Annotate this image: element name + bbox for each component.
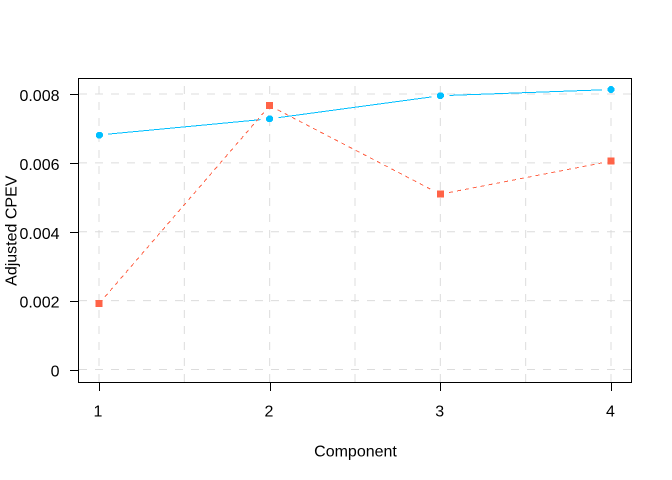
svg-text:Adjusted CPEV: Adjusted CPEV [4,175,21,286]
svg-text:0.002: 0.002 [19,295,59,312]
svg-text:0.008: 0.008 [19,88,59,105]
svg-text:1: 1 [93,404,102,421]
svg-text:Component: Component [314,443,397,460]
svg-text:0: 0 [51,364,60,381]
svg-text:2: 2 [265,404,274,421]
svg-text:0.006: 0.006 [19,157,59,174]
svg-text:3: 3 [435,404,444,421]
svg-text:0.004: 0.004 [19,226,59,243]
svg-text:4: 4 [606,404,615,421]
